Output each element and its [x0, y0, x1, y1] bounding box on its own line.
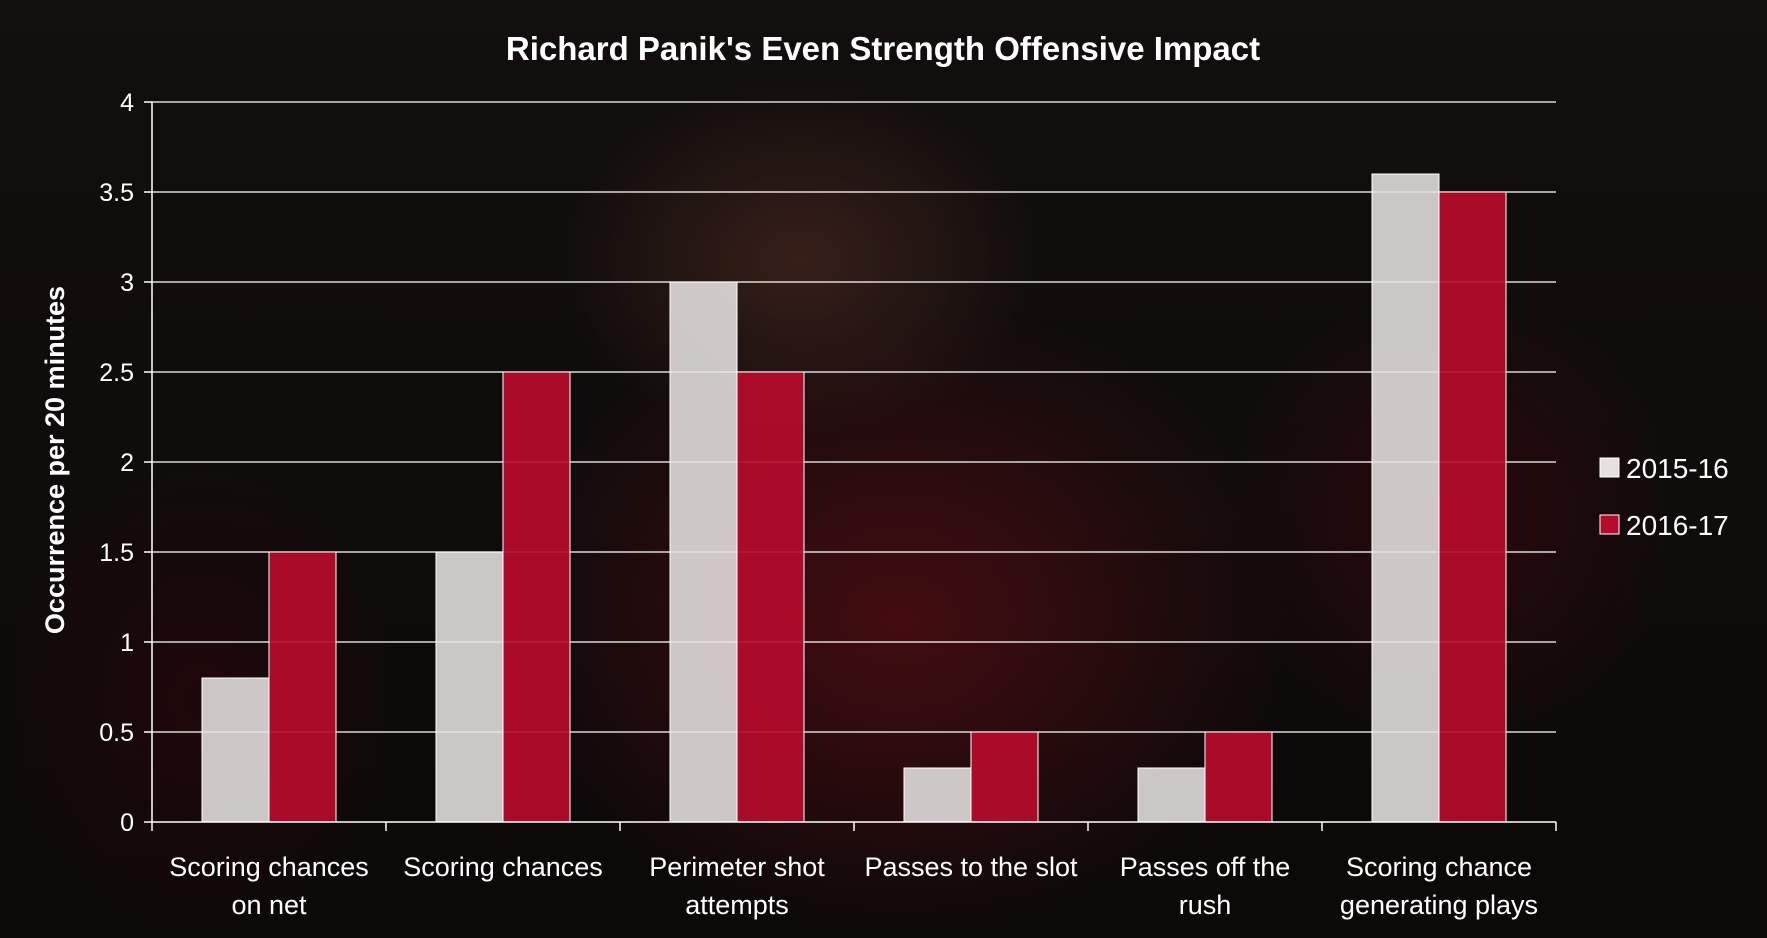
legend-label: 2016-17: [1626, 510, 1729, 541]
y-tick-label: 0: [120, 809, 134, 837]
bar-2015-16-5: [1371, 173, 1440, 823]
x-tick-label: Passes to the slot: [864, 852, 1078, 882]
legend-label: 2015-16: [1626, 453, 1729, 484]
legend: 2015-16 2016-17: [1599, 453, 1729, 541]
y-tick-label: 2.5: [99, 359, 134, 387]
chart-title: Richard Panik's Even Strength Offensive …: [506, 30, 1260, 67]
y-tick-label: 2: [120, 449, 134, 477]
bar-2016-17-0: [268, 551, 337, 823]
bar-2015-16-0: [201, 677, 270, 823]
bar-2016-17-2: [736, 371, 805, 823]
bar-2015-16-3: [903, 767, 972, 823]
x-tick-label: Scoring chance: [1346, 852, 1532, 882]
legend-swatch-2016-17: [1599, 514, 1620, 535]
bar-2015-16-4: [1137, 767, 1206, 823]
x-tick-label: generating plays: [1340, 890, 1538, 920]
legend-swatch-2015-16: [1599, 457, 1620, 478]
x-tick-label: rush: [1179, 890, 1232, 920]
bar-2016-17-1: [502, 371, 571, 823]
x-tick-label: attempts: [685, 890, 789, 920]
bar-2015-16-1: [435, 551, 504, 823]
y-tick-label: 3.5: [99, 179, 134, 207]
x-tick-label: Perimeter shot: [649, 852, 825, 882]
y-tick-label: 1.5: [99, 539, 134, 567]
bar-2016-17-4: [1204, 731, 1273, 823]
y-axis-label: Occurrence per 20 minutes: [40, 286, 70, 634]
bar-2016-17-3: [970, 731, 1039, 823]
axes: [151, 102, 1557, 831]
bars: [201, 173, 1507, 823]
x-tick-label: Scoring chances: [403, 852, 603, 882]
gridlines: [144, 101, 1556, 823]
bar-2016-17-5: [1438, 191, 1507, 823]
y-tick-label: 1: [120, 629, 134, 657]
y-tick-label: 3: [120, 269, 134, 297]
x-tick-label: on net: [231, 890, 307, 920]
y-tick-label: 0.5: [99, 719, 134, 747]
y-tick-labels: 0 0.5 1 1.5 2 2.5 3 3.5 4: [99, 89, 134, 837]
x-tick-label: Scoring chances: [169, 852, 369, 882]
x-tick-label: Passes off the: [1120, 852, 1291, 882]
bar-2015-16-2: [669, 281, 738, 823]
x-tick-labels: Scoring chances on net Scoring chances Peri…: [169, 852, 1538, 920]
y-tick-label: 4: [120, 89, 134, 117]
